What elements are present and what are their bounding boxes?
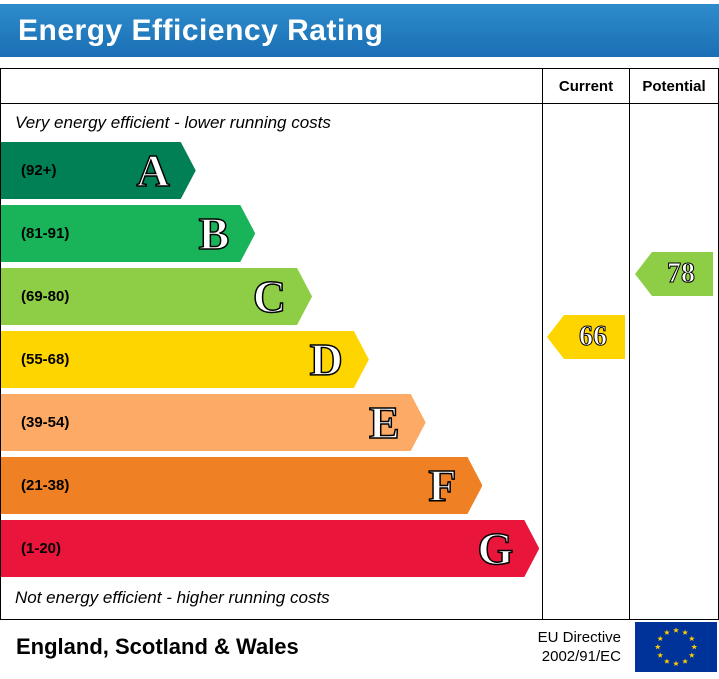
band-bar-d: (55-68) D [1, 331, 369, 388]
chart-header-spacer [1, 69, 542, 103]
current-column: 66 [542, 104, 629, 619]
band-row-b: (81-91) B [1, 205, 542, 262]
eu-directive-label: EU Directive 2002/91/EC [538, 628, 635, 667]
band-row-g: (1-20) G [1, 520, 542, 577]
efficient-note: Very energy efficient - lower running co… [15, 113, 331, 132]
band-letter-d: D [309, 333, 343, 385]
energy-rating-chart: Current Potential Very energy efficient … [0, 68, 719, 620]
band-range-a: (92+) [21, 162, 57, 179]
band-letter-c: C [252, 270, 287, 322]
current-rating-pointer: 66 [547, 315, 625, 359]
not-efficient-note: Not energy efficient - higher running co… [15, 588, 330, 607]
bands: (92+) A (81-91) B (69-80) C [1, 142, 542, 577]
band-bar-b: (81-91) B [1, 205, 255, 262]
band-range-c: (69-80) [21, 288, 70, 305]
eu-flag-icon [635, 622, 717, 672]
band-bar-a: (92+) A [1, 142, 196, 199]
potential-column-header: Potential [629, 69, 718, 103]
band-row-f: (21-38) F [1, 457, 542, 514]
band-range-d: (55-68) [21, 351, 70, 368]
chart-body: Very energy efficient - lower running co… [1, 104, 718, 619]
footer: England, Scotland & Wales EU Directive 2… [0, 620, 719, 674]
band-bar-e: (39-54) E [1, 394, 426, 451]
band-letter-e: E [368, 396, 400, 448]
band-bar-c: (69-80) C [1, 268, 312, 325]
band-range-f: (21-38) [21, 477, 70, 494]
band-letter-g: G [477, 522, 514, 574]
chart-header-row: Current Potential [1, 69, 718, 104]
band-bar-f: (21-38) F [1, 457, 482, 514]
band-range-g: (1-20) [21, 540, 62, 557]
band-letter-f: F [428, 459, 457, 511]
band-range-e: (39-54) [21, 414, 70, 431]
band-row-a: (92+) A [1, 142, 542, 199]
band-letter-b: B [198, 207, 230, 259]
potential-rating-pointer: 78 [635, 252, 713, 296]
potential-column: 78 [629, 104, 718, 619]
eu-directive-line2: 2002/91/EC [541, 648, 621, 665]
band-row-c: (69-80) C [1, 268, 542, 325]
band-bar-g: (1-20) G [1, 520, 539, 577]
title-bar: Energy Efficiency Rating [0, 4, 719, 57]
current-column-header: Current [542, 69, 629, 103]
current-rating-value: 66 [579, 321, 608, 353]
page-title: Energy Efficiency Rating [18, 13, 384, 47]
region-label: England, Scotland & Wales [16, 634, 299, 659]
band-range-b: (81-91) [21, 225, 70, 242]
band-row-e: (39-54) E [1, 394, 542, 451]
potential-rating-value: 78 [667, 258, 696, 290]
bands-column: Very energy efficient - lower running co… [1, 104, 542, 619]
band-letter-a: A [136, 144, 170, 196]
eu-directive-line1: EU Directive [537, 628, 621, 646]
band-row-d: (55-68) D [1, 331, 542, 388]
